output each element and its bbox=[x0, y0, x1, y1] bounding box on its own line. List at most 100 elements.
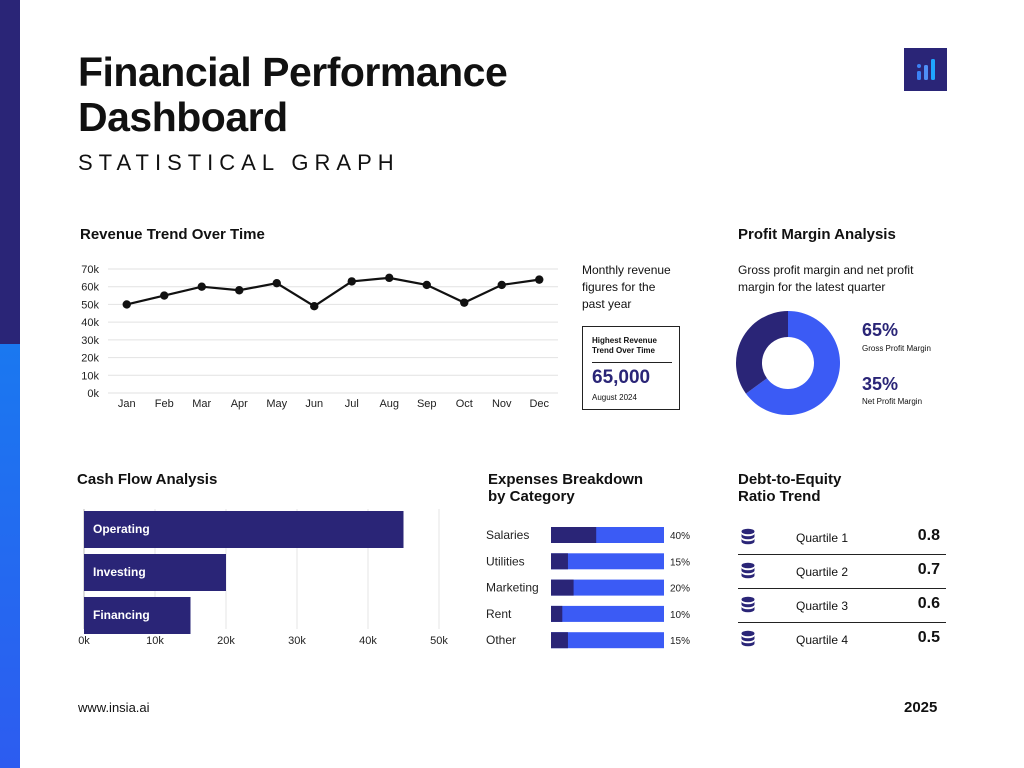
x-tick-label: Jun bbox=[305, 398, 323, 410]
gross-margin-value: 65% bbox=[862, 320, 899, 340]
value-label: 15% bbox=[670, 636, 690, 647]
cashflow-bar-chart: 0k 10k 20k 30k 40k 50k Operating Investing Finan… bbox=[78, 509, 448, 647]
y-tick-label: 40k bbox=[81, 317, 99, 329]
category-label: Other bbox=[486, 633, 516, 647]
x-tick-label: 30k bbox=[288, 635, 306, 647]
cashflow-bar bbox=[84, 511, 404, 548]
net-margin-value: 35% bbox=[862, 374, 899, 394]
side-stripe-top bbox=[0, 0, 20, 344]
x-tick-label: 40k bbox=[359, 635, 377, 647]
net-margin-slice bbox=[736, 311, 788, 394]
bar-label: Financing bbox=[93, 608, 150, 622]
website-link[interactable]: www.insia.ai bbox=[78, 700, 150, 715]
category-label: Rent bbox=[486, 607, 512, 621]
y-tick-label: 10k bbox=[81, 370, 99, 382]
bar-chart-icon bbox=[917, 59, 935, 80]
debt-row-q3: Quartile 3 0.6 bbox=[738, 589, 946, 623]
callout-value: 65,000 bbox=[592, 367, 651, 388]
data-point bbox=[460, 298, 469, 307]
data-point bbox=[535, 275, 544, 284]
value-label: 40% bbox=[670, 531, 690, 542]
data-point bbox=[422, 280, 431, 290]
net-margin-label: Net Profit Margin bbox=[862, 397, 923, 406]
cashflow-bar bbox=[84, 597, 191, 634]
y-tick-label: 70k bbox=[81, 264, 99, 276]
x-tick-label: Sep bbox=[417, 398, 437, 410]
bar-label: Investing bbox=[93, 565, 146, 579]
x-tick-label: Feb bbox=[155, 398, 174, 410]
data-point bbox=[497, 280, 506, 290]
revenue-title: Revenue Trend Over Time bbox=[80, 226, 265, 243]
data-point bbox=[122, 300, 131, 309]
debt-row-label: Quartile 1 bbox=[796, 531, 849, 545]
x-tick-label: 0k bbox=[78, 635, 90, 647]
expense-bar bbox=[551, 579, 574, 596]
value-label: 20% bbox=[670, 584, 690, 595]
footer-year: 2025 bbox=[904, 699, 938, 716]
database-icon bbox=[741, 528, 755, 545]
profit-title: Profit Margin Analysis bbox=[738, 226, 896, 243]
database-icon bbox=[741, 630, 755, 647]
debt-row-q1: Quartile 1 0.8 bbox=[738, 521, 946, 555]
y-tick-label: 30k bbox=[81, 335, 99, 347]
profit-description: Gross profit margin and net profit margi… bbox=[738, 263, 914, 294]
expense-bar bbox=[551, 605, 563, 622]
bar-remainder bbox=[551, 553, 664, 570]
x-tick-label: Jan bbox=[118, 398, 136, 410]
database-icon bbox=[741, 596, 755, 613]
debt-title: Debt-to-Equity Ratio Trend bbox=[738, 471, 842, 505]
x-tick-label: 10k bbox=[146, 635, 164, 647]
x-tick-label: Nov bbox=[492, 398, 512, 410]
gross-margin-label: Gross Profit Margin bbox=[862, 344, 931, 353]
data-point bbox=[197, 282, 206, 291]
x-tick-label: Mar bbox=[192, 398, 211, 410]
data-point bbox=[310, 302, 319, 311]
data-point bbox=[272, 278, 281, 288]
x-tick-label: 50k bbox=[430, 635, 448, 647]
debt-row-label: Quartile 3 bbox=[796, 599, 849, 613]
expense-bar bbox=[551, 527, 597, 543]
data-point bbox=[385, 273, 394, 283]
expense-bar bbox=[551, 553, 568, 570]
data-point bbox=[160, 291, 169, 300]
debt-row-label: Quartile 2 bbox=[796, 565, 849, 579]
page-title: Financial Performance Dashboard bbox=[78, 49, 508, 140]
debt-row-value: 0.8 bbox=[917, 527, 940, 544]
side-stripe-bottom bbox=[0, 344, 20, 768]
debt-row-q4: Quartile 4 0.5 bbox=[738, 623, 946, 656]
logo bbox=[904, 48, 947, 91]
bar-label: Operating bbox=[93, 522, 150, 536]
x-tick-label: Jul bbox=[345, 398, 359, 410]
revenue-note: Monthly revenue figures for the past yea… bbox=[582, 263, 671, 311]
debt-row-value: 0.5 bbox=[917, 629, 940, 646]
value-label: 10% bbox=[670, 610, 690, 621]
cashflow-bar bbox=[84, 554, 226, 591]
bar-remainder bbox=[551, 632, 664, 649]
debt-row-q2: Quartile 2 0.7 bbox=[738, 555, 946, 589]
expenses-title: Expenses Breakdown by Category bbox=[488, 471, 644, 505]
revenue-series-line bbox=[126, 276, 540, 308]
callout-label: Highest Revenue Trend Over Time bbox=[592, 336, 657, 355]
x-tick-label: 20k bbox=[217, 635, 235, 647]
profit-donut-chart bbox=[736, 311, 840, 415]
revenue-line-chart: 0k 10k 20k 30k 40k 50k 60k 70k Jan Feb Mar Apr May Ju… bbox=[81, 264, 558, 410]
x-tick-label: Apr bbox=[231, 398, 248, 410]
category-label: Salaries bbox=[486, 528, 529, 542]
page-subtitle: STATISTICAL GRAPH bbox=[78, 150, 400, 175]
highest-revenue-callout: Highest Revenue Trend Over Time 65,000 A… bbox=[582, 326, 680, 410]
data-point bbox=[347, 277, 356, 286]
value-label: 15% bbox=[670, 557, 690, 568]
x-tick-label: Oct bbox=[456, 398, 473, 410]
debt-row-label: Quartile 4 bbox=[796, 633, 849, 647]
cashflow-title: Cash Flow Analysis bbox=[77, 471, 218, 488]
callout-divider bbox=[592, 362, 672, 363]
bar-remainder bbox=[551, 579, 664, 596]
y-tick-label: 50k bbox=[81, 299, 99, 311]
expense-bar bbox=[551, 632, 568, 649]
x-tick-label: May bbox=[266, 398, 287, 410]
data-point bbox=[235, 286, 244, 295]
gross-margin-slice bbox=[745, 311, 840, 415]
y-tick-label: 20k bbox=[81, 353, 99, 365]
category-label: Marketing bbox=[486, 581, 539, 595]
bar-remainder bbox=[551, 605, 664, 622]
